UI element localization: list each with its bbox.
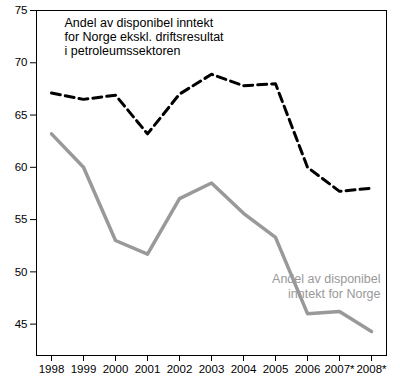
svg-text:50: 50 <box>15 266 28 278</box>
svg-text:Andel av disponibelinntekt for: Andel av disponibelinntekt for Norge <box>272 272 380 300</box>
svg-text:75: 75 <box>15 4 28 16</box>
svg-text:2000: 2000 <box>103 363 129 375</box>
svg-text:2007*: 2007* <box>324 363 355 375</box>
svg-text:2005: 2005 <box>263 363 289 375</box>
svg-text:2002: 2002 <box>167 363 193 375</box>
svg-text:1999: 1999 <box>71 363 97 375</box>
svg-text:60: 60 <box>15 161 28 173</box>
svg-text:2006: 2006 <box>295 363 321 375</box>
svg-text:2003: 2003 <box>199 363 225 375</box>
svg-text:Andel av disponibel inntektfor: Andel av disponibel inntektfor Norge eks… <box>65 16 225 59</box>
svg-text:45: 45 <box>15 318 28 330</box>
svg-text:1998: 1998 <box>39 363 65 375</box>
svg-text:70: 70 <box>15 56 28 68</box>
svg-text:55: 55 <box>15 213 28 225</box>
svg-text:2008*: 2008* <box>356 363 387 375</box>
svg-text:65: 65 <box>15 109 28 121</box>
svg-text:2004: 2004 <box>231 363 257 375</box>
svg-text:2001: 2001 <box>135 363 161 375</box>
